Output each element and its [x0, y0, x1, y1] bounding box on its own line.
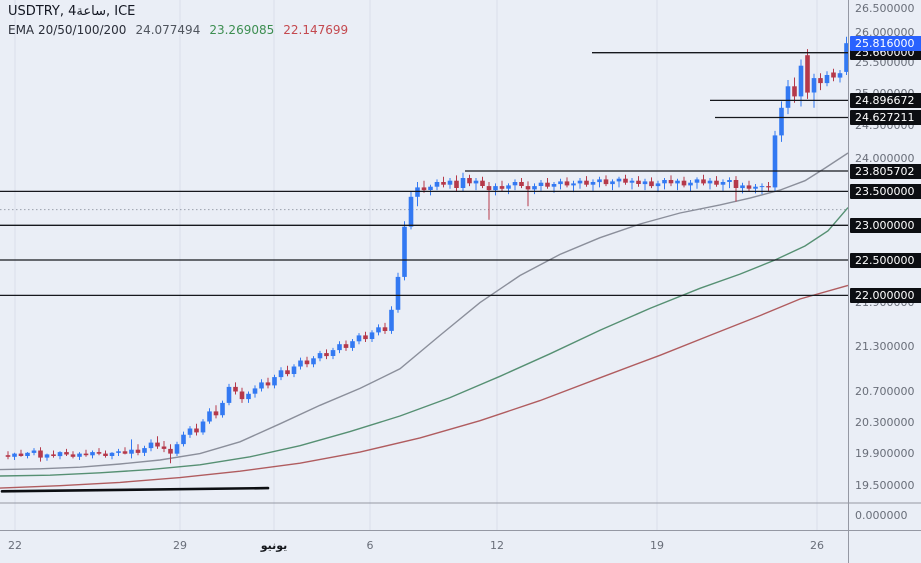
level-price-label: 23.500000	[850, 183, 921, 199]
ema-red-curve[interactable]	[0, 284, 849, 489]
time-axis[interactable]: 22 29 يونيو 6 12 19 26	[0, 530, 921, 563]
price-tick-label: 24.000000	[855, 151, 915, 165]
trend-line[interactable]	[0, 486, 270, 493]
price-tick-label: 20.700000	[855, 385, 915, 398]
price-tick-label: 19.500000	[855, 479, 915, 493]
time-tick-label: 29	[173, 539, 187, 552]
time-tick-label: يونيو	[260, 539, 288, 552]
time-tick-label: 26	[810, 539, 824, 552]
level-price-label: 24.896672	[850, 92, 921, 108]
time-tick-label: 6	[366, 539, 374, 552]
price-axis[interactable]: 26.50000026.00000025.50000025.00000024.5…	[848, 0, 921, 563]
level-price-label: 22.000000	[850, 287, 921, 303]
ema-gray-curve[interactable]	[0, 152, 849, 471]
time-tick-label: 19	[650, 539, 664, 552]
price-tick-label: 26.500000	[855, 1, 915, 15]
ema-green-curve[interactable]	[0, 207, 849, 477]
last-price-label: 25.816000	[850, 35, 921, 51]
price-tick-label: 19.900000	[855, 447, 915, 461]
level-price-label: 22.500000	[850, 252, 921, 268]
price-tick-label: 26.000000	[855, 25, 915, 39]
time-tick-label: 12	[490, 539, 504, 552]
level-price-label: 24.627211	[850, 110, 921, 125]
time-tick-label: 22	[8, 539, 22, 552]
level-price-label: 23.000000	[850, 217, 921, 233]
price-tick-label: 21.300000	[855, 339, 915, 353]
candles-layer[interactable]	[5, 36, 849, 464]
level-price-label: 23.805702	[850, 163, 921, 179]
subpane-value-label: 0.000000	[855, 509, 908, 522]
price-tick-label: 20.300000	[855, 415, 915, 429]
